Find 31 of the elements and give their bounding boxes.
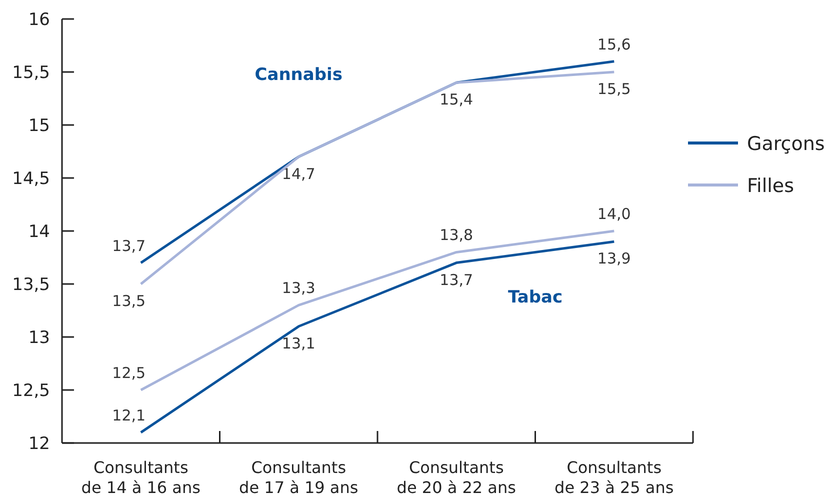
x-tick-label: Consultants de 23 à 25 ans bbox=[554, 458, 674, 497]
data-label: 13,3 bbox=[282, 279, 316, 298]
data-label: 14,0 bbox=[597, 205, 631, 223]
y-tick-label: 14,5 bbox=[12, 169, 50, 189]
data-label: 13,9 bbox=[597, 250, 631, 268]
data-label: 15,6 bbox=[597, 35, 631, 54]
data-label: 14,7 bbox=[282, 164, 316, 183]
y-tick-label: 16 bbox=[28, 10, 50, 30]
y-tick-label: 13,5 bbox=[12, 275, 50, 295]
legend-label: Garçons bbox=[747, 133, 825, 155]
data-label: 13,8 bbox=[440, 226, 474, 244]
y-tick-label: 15 bbox=[28, 116, 50, 136]
y-tick-label: 12,5 bbox=[12, 381, 50, 401]
annotation: Cannabis bbox=[254, 65, 342, 86]
data-label: 15,4 bbox=[440, 90, 474, 109]
data-label: 15,5 bbox=[597, 80, 631, 98]
annotation: Tabac bbox=[508, 288, 563, 308]
data-label: 13,1 bbox=[282, 334, 316, 352]
x-tick-label: Consultants de 17 à 19 ans bbox=[239, 458, 358, 497]
data-label: 13,5 bbox=[112, 292, 146, 310]
data-label: 12,1 bbox=[112, 406, 146, 424]
y-tick-label: 13 bbox=[28, 328, 50, 348]
y-tick-label: 15,5 bbox=[12, 63, 50, 83]
legend-label: Filles bbox=[747, 175, 794, 197]
x-tick-label: Consultants de 20 à 22 ans bbox=[396, 458, 516, 497]
x-tick-label: Consultants de 14 à 16 ans bbox=[81, 458, 200, 497]
data-label: 13,7 bbox=[112, 236, 146, 255]
data-label: 12,5 bbox=[112, 364, 146, 382]
data-label: 13,7 bbox=[440, 270, 474, 289]
y-tick-label: 12 bbox=[28, 434, 50, 454]
y-tick-label: 14 bbox=[28, 222, 50, 242]
